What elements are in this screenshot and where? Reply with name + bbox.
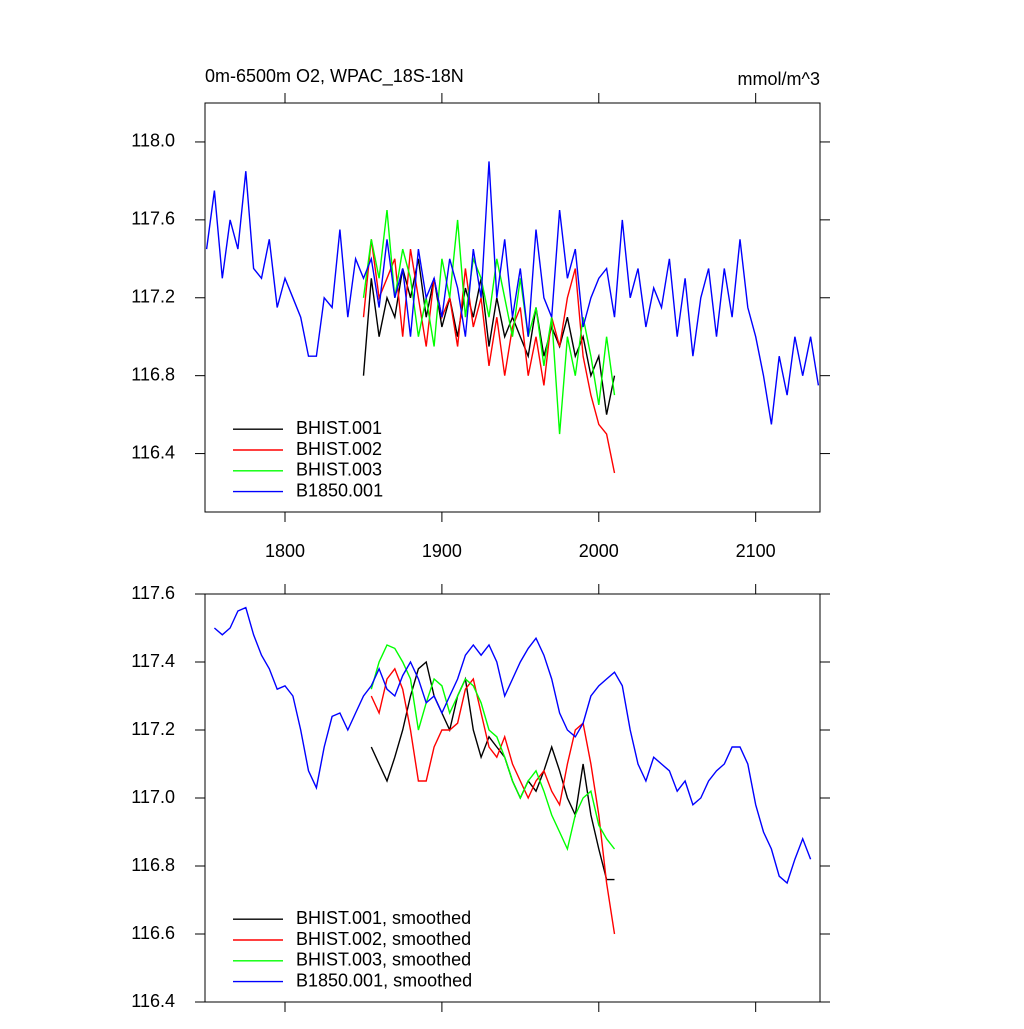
x-tick-label: 2000	[579, 541, 619, 561]
data-line	[362, 239, 616, 474]
y-tick-label: 116.8	[131, 855, 175, 875]
data-line	[205, 161, 820, 425]
legend-label: BHIST.003	[296, 460, 382, 480]
y-tick-label: 117.6	[131, 209, 175, 229]
x-tick-label: 1800	[265, 541, 305, 561]
y-tick-label: 116.6	[131, 923, 175, 943]
data-line	[370, 660, 615, 881]
units-label: mmol/m^3	[738, 69, 820, 89]
y-tick-label: 117.0	[131, 787, 175, 807]
y-tick-label: 117.6	[131, 583, 175, 603]
legend-label: BHIST.001	[296, 418, 382, 438]
data-line	[362, 258, 616, 415]
y-tick-label: 117.2	[131, 287, 175, 307]
x-tick-label: 2100	[736, 541, 776, 561]
y-tick-label: 116.4	[131, 991, 175, 1011]
y-tick-label: 117.2	[131, 719, 175, 739]
data-line	[213, 606, 812, 885]
y-tick-label: 117.4	[131, 651, 175, 671]
plot-frame	[204, 102, 821, 513]
legend-label: BHIST.002, smoothed	[296, 929, 471, 949]
y-tick-label: 116.8	[131, 364, 175, 384]
y-tick-label: 118.0	[131, 131, 175, 151]
chart-title: 0m-6500m O2, WPAC_18S-18N	[205, 66, 464, 87]
legend-label: BHIST.001, smoothed	[296, 908, 471, 928]
y-tick-label: 116.4	[131, 442, 175, 462]
legend-label: B1850.001	[296, 480, 383, 500]
legend-label: BHIST.003, smoothed	[296, 950, 471, 970]
data-line	[370, 644, 616, 852]
legend-label: B1850.001, smoothed	[296, 970, 472, 990]
legend-label: BHIST.002	[296, 439, 382, 459]
x-tick-label: 1900	[422, 541, 462, 561]
data-line	[362, 210, 616, 435]
